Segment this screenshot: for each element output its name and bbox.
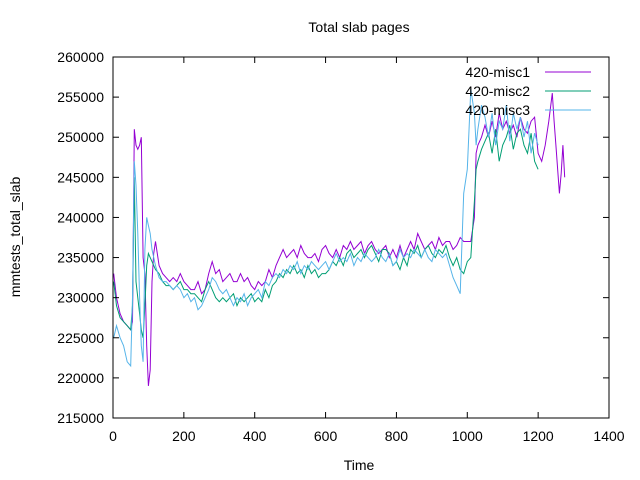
- y-tick-label: 220000: [57, 370, 104, 386]
- x-tick-label: 600: [314, 428, 338, 444]
- y-tick-label: 240000: [57, 209, 104, 225]
- chart-title: Total slab pages: [308, 19, 409, 35]
- legend-label: 420-misc3: [465, 102, 530, 118]
- x-axis-label: Time: [344, 457, 375, 473]
- y-tick-label: 250000: [57, 129, 104, 145]
- x-tick-label: 400: [243, 428, 267, 444]
- series-lines: [113, 89, 566, 386]
- legend: 420-misc1 420-misc2 420-misc3: [465, 64, 591, 118]
- x-tick-label: 800: [385, 428, 409, 444]
- x-tick-label: 1000: [452, 428, 483, 444]
- x-tick-label: 1200: [523, 428, 554, 444]
- series-line-420-misc1: [113, 93, 566, 386]
- x-tick-label: 0: [109, 428, 117, 444]
- series-line-420-misc3: [113, 89, 539, 368]
- legend-label: 420-misc1: [465, 64, 530, 80]
- y-tick-label: 245000: [57, 169, 104, 185]
- plot-area-border: [112, 56, 610, 419]
- x-tick-label: 200: [172, 428, 196, 444]
- y-tick-label: 230000: [57, 290, 104, 306]
- y-tick-label: 215000: [57, 410, 104, 426]
- y-tick-label: 260000: [57, 49, 104, 65]
- y-tick-label: 235000: [57, 250, 104, 266]
- legend-label: 420-misc2: [465, 83, 530, 99]
- x-tick-label: 1400: [593, 428, 624, 444]
- y-tick-label: 225000: [57, 330, 104, 346]
- y-axis-label: mmtests_total_slab: [7, 176, 23, 297]
- series-line-420-misc2: [113, 125, 539, 338]
- axis-ticks: 215000 220000 225000 230000 235000 240000 2450…: [57, 49, 624, 444]
- y-tick-label: 255000: [57, 89, 104, 105]
